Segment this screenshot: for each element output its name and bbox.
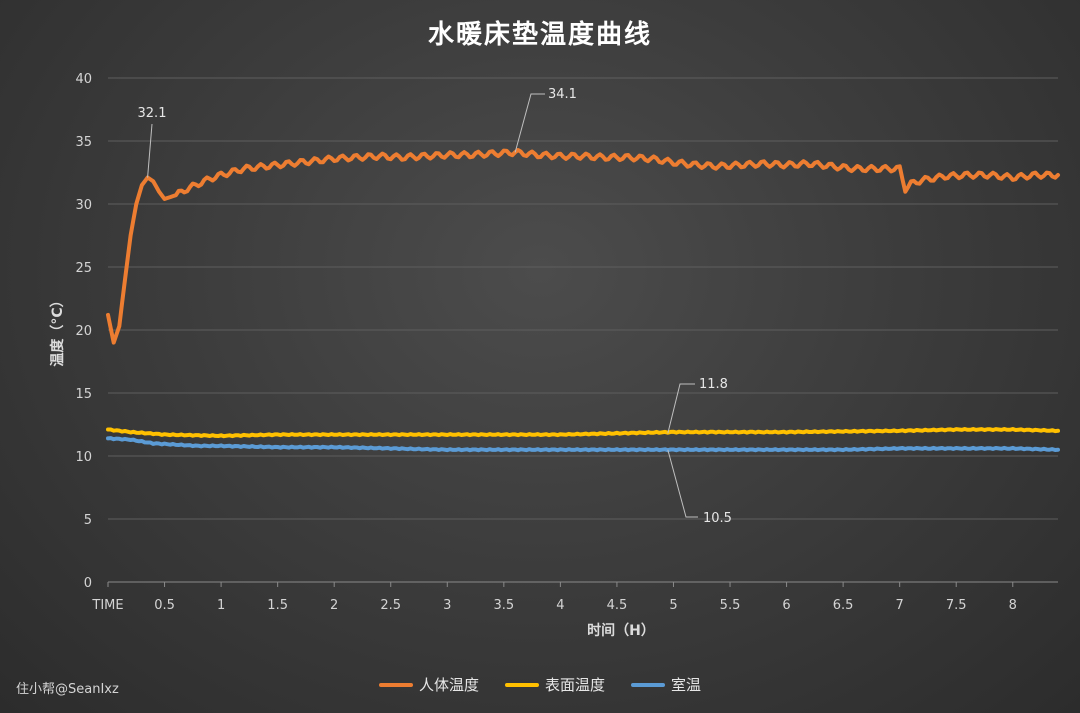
x-tick-label: 1 <box>217 598 225 613</box>
x-tick-label: 7.5 <box>946 598 967 613</box>
data-label: 34.1 <box>548 87 577 102</box>
legend-label-body-temp: 人体温度 <box>418 676 479 694</box>
data-label: 10.5 <box>703 511 732 526</box>
y-tick-label: 15 <box>75 387 92 402</box>
series-line-2 <box>106 436 1060 453</box>
legend: 人体温度 表面温度 室温 <box>0 674 1080 695</box>
x-tick-label: 4.5 <box>607 598 628 613</box>
data-labels: 32.1 34.1 11.8 10.5 <box>138 87 732 526</box>
chart-title: 水暖床垫温度曲线 <box>427 20 652 50</box>
axes: 0 5 10 15 20 25 30 35 40 TIME 0.5 1 1.5 2 2.5 3 3.5 4 4.5 5… <box>49 72 1058 639</box>
x-tick-label: 3.5 <box>493 598 514 613</box>
data-label-leader <box>147 123 153 178</box>
x-tick-label: 5.5 <box>720 598 741 613</box>
legend-item-body-temp: 人体温度 <box>378 674 479 695</box>
data-label-leader <box>514 93 545 153</box>
series-lines <box>106 148 1060 453</box>
x-tick-label: 2.5 <box>380 598 401 613</box>
data-label: 11.8 <box>699 377 728 392</box>
x-tick-label: TIME <box>91 598 123 613</box>
y-tick-label: 40 <box>75 72 92 87</box>
legend-swatch-surface-temp <box>504 682 539 687</box>
series-line-1 <box>106 427 1060 439</box>
legend-item-surface-temp: 表面温度 <box>504 674 605 695</box>
x-tick-label: 4 <box>556 598 564 613</box>
y-tick-label: 25 <box>75 261 92 276</box>
x-tick-label: 3 <box>443 598 451 613</box>
legend-label-room-temp: 室温 <box>671 676 702 694</box>
data-label: 32.1 <box>138 106 167 121</box>
legend-item-room-temp: 室温 <box>631 674 701 695</box>
watermark: 住小帮@SeanIxz <box>16 682 119 697</box>
x-axis-title: 时间（H） <box>587 622 655 639</box>
y-tick-label: 35 <box>75 135 92 150</box>
legend-swatch-body-temp <box>378 682 413 687</box>
x-tick-label: 2 <box>330 598 338 613</box>
x-tick-label: 6.5 <box>833 598 854 613</box>
y-tick-label: 20 <box>75 324 92 339</box>
legend-label-surface-temp: 表面温度 <box>544 676 605 694</box>
y-tick-label: 5 <box>84 513 92 528</box>
x-tick-label: 5 <box>669 598 677 613</box>
x-tick-label: 1.5 <box>267 598 288 613</box>
x-tick-label: 7 <box>896 598 904 613</box>
data-label-leader <box>667 449 698 518</box>
x-tick-label: 0.5 <box>154 598 175 613</box>
gridlines <box>108 77 1058 520</box>
y-tick-label: 30 <box>75 198 92 213</box>
x-tick-label: 8 <box>1009 598 1017 613</box>
data-label-leader <box>667 383 695 434</box>
series-line-0 <box>106 148 1060 345</box>
legend-swatch-room-temp <box>631 682 665 687</box>
y-axis-title: 温度（°C） <box>49 293 66 366</box>
y-tick-label: 0 <box>84 576 92 591</box>
x-tick-label: 6 <box>782 598 790 613</box>
y-tick-label: 10 <box>75 450 92 465</box>
